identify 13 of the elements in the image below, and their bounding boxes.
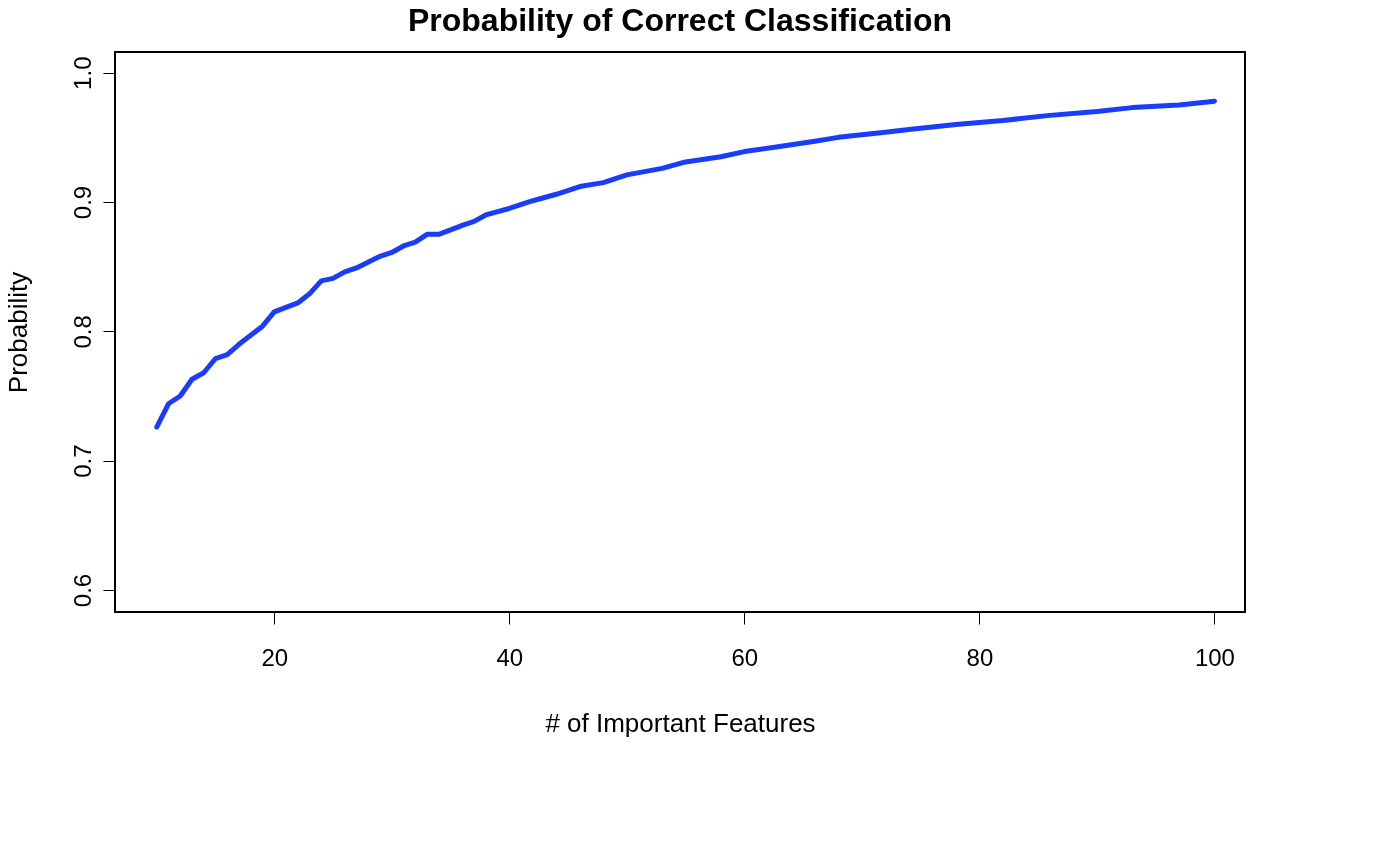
y-tick-label: 0.7 [68,444,96,478]
y-tick-label: 0.6 [68,573,96,608]
y-axis-title: Probability [2,271,33,394]
y-tick-label: 0.9 [68,185,96,220]
y-tick-label: 1.0 [68,56,96,90]
chart-title: Probability of Correct Classification [407,2,953,38]
y-tick-label: 0.8 [68,315,96,349]
x-tick-label: 80 [966,643,994,671]
x-tick-label: 100 [1194,643,1235,671]
x-axis-title: # of Important Features [545,707,816,738]
x-tick-label: 20 [261,643,289,671]
x-tick-label: 60 [731,643,759,671]
x-tick-label: 40 [496,643,524,671]
